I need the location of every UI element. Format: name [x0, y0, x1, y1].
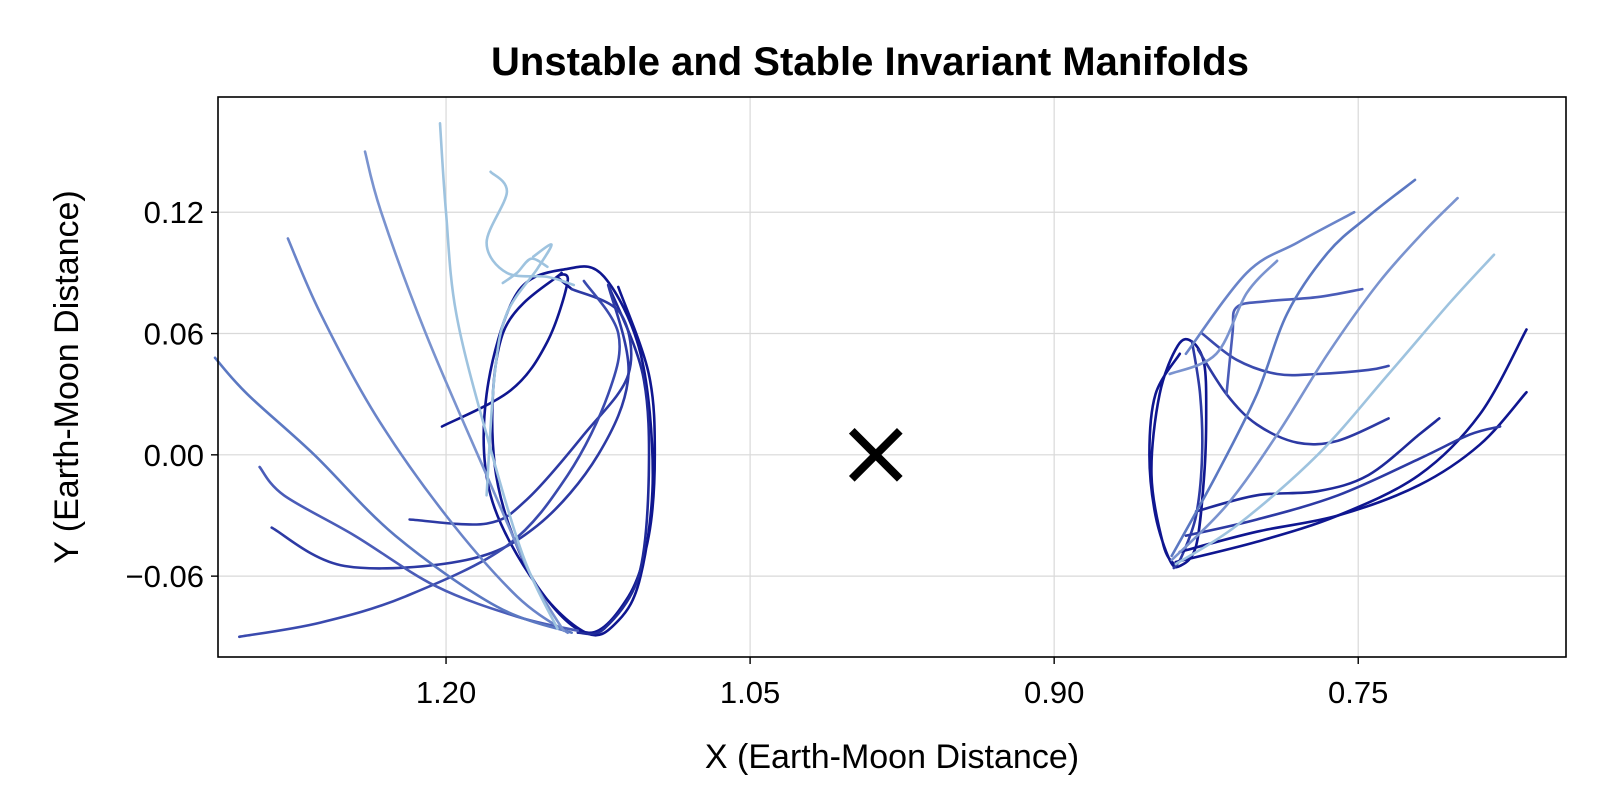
- y-tick-label: 0.06: [144, 317, 204, 352]
- x-axis-ticks: 1.20 1.05 0.90 0.75: [416, 657, 1388, 710]
- manifold-trajectory-27: [1184, 210, 1356, 356]
- y-tick-label: −0.06: [126, 559, 204, 594]
- manifold-trajectory-5: [270, 283, 630, 570]
- manifold-trajectory-1: [440, 273, 573, 428]
- manifold-trajectory-25: [1170, 196, 1459, 562]
- y-tick-label: 0.12: [144, 195, 204, 230]
- manifold-trajectory-20: [1194, 417, 1441, 513]
- manifold-trajectories: [213, 122, 1528, 639]
- x-tick-label: 1.05: [720, 675, 780, 710]
- manifold-trajectory-12: [485, 170, 576, 287]
- manifold-trajectory-28: [1168, 259, 1279, 376]
- manifold-trajectory-4: [408, 287, 633, 526]
- grid-lines: [218, 97, 1566, 657]
- x-tick-label: 0.75: [1328, 675, 1388, 710]
- manifold-trajectory-15: [1148, 337, 1208, 569]
- manifold-trajectory-24: [1170, 178, 1417, 558]
- y-tick-label: 0.00: [144, 438, 204, 473]
- manifold-trajectory-22: [1200, 332, 1390, 377]
- manifold-trajectory-9: [286, 237, 569, 634]
- manifold-trajectory-18: [1178, 390, 1528, 554]
- moon-marker: [848, 428, 903, 482]
- x-tick-label: 0.90: [1024, 675, 1084, 710]
- manifold-trajectory-3: [576, 283, 651, 636]
- x-axis-label: X (Earth-Moon Distance): [705, 738, 1079, 776]
- y-axis-ticks: −0.06 0.00 0.06 0.12: [126, 195, 218, 594]
- plot-frame: [217, 96, 1567, 658]
- manifold-trajectory-8: [213, 356, 573, 634]
- manifold-trajectory-26: [1174, 253, 1496, 566]
- manifold-trajectory-21: [1196, 348, 1390, 446]
- manifold-trajectory-10: [363, 150, 565, 632]
- manifold-trajectory-19: [1184, 425, 1502, 537]
- marker-stroke-b: [848, 428, 903, 482]
- chart-title: Unstable and Stable Invariant Manifolds: [491, 40, 1249, 84]
- manifold-trajectory-16: [1172, 340, 1204, 570]
- manifold-trajectory-6: [238, 279, 621, 639]
- manifold-trajectory-14: [501, 257, 549, 285]
- x-tick-label: 1.20: [416, 675, 476, 710]
- y-axis-label: Y (Earth-Moon Distance): [48, 190, 86, 564]
- manifold-trajectory-17: [1174, 328, 1528, 564]
- manifold-trajectory-13: [485, 243, 553, 497]
- manifold-trajectory-11: [438, 122, 559, 630]
- manifold-trajectory-23: [1225, 287, 1364, 396]
